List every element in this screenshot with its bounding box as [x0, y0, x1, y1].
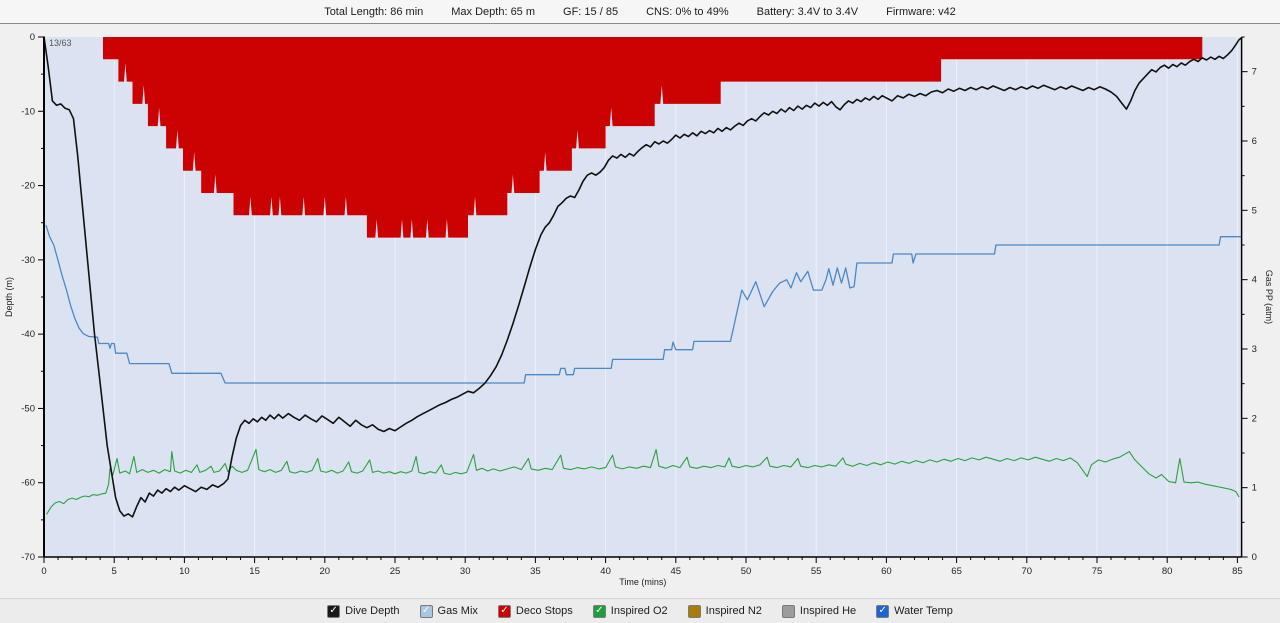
svg-text:15: 15	[249, 566, 260, 577]
svg-text:-40: -40	[21, 329, 35, 340]
svg-text:4: 4	[1252, 275, 1257, 286]
legend-label-deco-stops: Deco Stops	[515, 605, 573, 617]
legend-label-inspired-he: Inspired He	[799, 605, 857, 617]
dive-profile-chart: 13/63 0 -10 -20 -30 -40 -50 -60 -70 0 1 2 3 4 5 6 7 0 5 10 1…	[0, 24, 1280, 598]
svg-text:5: 5	[112, 566, 117, 577]
svg-text:-70: -70	[21, 552, 35, 563]
svg-text:85: 85	[1232, 566, 1243, 577]
y-axis-left-title: Depth (m)	[4, 277, 14, 317]
svg-text:55: 55	[811, 566, 822, 577]
legend-checkbox-gas-mix[interactable]: ✓	[419, 604, 433, 618]
legend-item-inspired-o2[interactable]: ✓ Inspired O2	[592, 604, 668, 618]
svg-text:-60: -60	[21, 478, 35, 489]
svg-text:3: 3	[1252, 344, 1257, 355]
legend-item-inspired-he[interactable]: Inspired He	[781, 604, 857, 618]
legend-item-inspired-n2[interactable]: Inspired N2	[687, 604, 762, 618]
legend-item-water-temp[interactable]: ✓ Water Temp	[876, 604, 953, 618]
plot-annotation: 13/63	[49, 38, 72, 48]
legend-label-water-temp: Water Temp	[894, 605, 953, 617]
svg-text:2: 2	[1252, 413, 1257, 424]
svg-text:60: 60	[881, 566, 892, 577]
legend-item-dive-depth[interactable]: ✓ Dive Depth	[327, 604, 400, 618]
legend-bar: ✓ Dive Depth ✓ Gas Mix ✓ Deco Stops ✓ Inspired …	[0, 598, 1280, 623]
legend-checkbox-deco-stops[interactable]: ✓	[497, 604, 511, 618]
svg-text:70: 70	[1022, 566, 1033, 577]
svg-text:50: 50	[741, 566, 752, 577]
legend-label-inspired-n2: Inspired N2	[705, 605, 762, 617]
stat-battery: Battery: 3.4V to 3.4V	[756, 5, 859, 18]
stat-total-length: Total Length: 86 min	[324, 5, 424, 18]
svg-text:5: 5	[1252, 205, 1257, 216]
legend-item-deco-stops[interactable]: ✓ Deco Stops	[497, 604, 573, 618]
legend-checkbox-inspired-o2[interactable]: ✓	[592, 604, 606, 618]
legend-checkbox-inspired-he[interactable]	[781, 604, 795, 618]
legend-label-dive-depth: Dive Depth	[345, 605, 400, 617]
svg-text:-50: -50	[21, 403, 35, 414]
svg-text:7: 7	[1252, 67, 1257, 78]
deco-stops-area	[102, 37, 1203, 238]
svg-text:30: 30	[460, 566, 471, 577]
svg-text:0: 0	[30, 32, 35, 43]
inspired-o2-line	[46, 448, 1240, 515]
legend-checkbox-water-temp[interactable]: ✓	[876, 604, 890, 618]
ticks	[38, 36, 1248, 563]
x-axis-title: Time (mins)	[619, 577, 666, 587]
summary-bar: Total Length: 86 min Max Depth: 65 m GF:…	[0, 0, 1280, 24]
svg-text:75: 75	[1092, 566, 1103, 577]
legend-label-gas-mix: Gas Mix	[437, 605, 478, 617]
svg-text:45: 45	[671, 566, 682, 577]
svg-text:-20: -20	[21, 181, 35, 192]
y-axis-right-title: Gas PP (atm)	[1264, 270, 1274, 324]
dive-depth-line	[43, 36, 1243, 518]
svg-text:65: 65	[951, 566, 962, 577]
legend-label-inspired-o2: Inspired O2	[610, 605, 668, 617]
stat-cns: CNS: 0% to 49%	[646, 5, 729, 18]
svg-text:0: 0	[41, 566, 46, 577]
svg-text:-10: -10	[21, 106, 35, 117]
svg-text:25: 25	[390, 566, 401, 577]
svg-text:-30: -30	[21, 255, 35, 266]
svg-text:10: 10	[179, 566, 190, 577]
legend-item-gas-mix[interactable]: ✓ Gas Mix	[419, 604, 478, 618]
legend-checkbox-dive-depth[interactable]: ✓	[327, 604, 341, 618]
water-temp-line	[45, 224, 1243, 384]
legend-checkbox-inspired-n2[interactable]	[687, 604, 701, 618]
svg-text:35: 35	[530, 566, 541, 577]
svg-text:6: 6	[1252, 136, 1257, 147]
svg-text:0: 0	[1252, 552, 1257, 563]
stat-firmware: Firmware: v42	[886, 5, 956, 18]
stat-gf: GF: 15 / 85	[563, 5, 619, 18]
svg-text:40: 40	[600, 566, 611, 577]
svg-text:20: 20	[320, 566, 331, 577]
svg-text:80: 80	[1162, 566, 1173, 577]
stat-max-depth: Max Depth: 65 m	[451, 5, 536, 18]
svg-text:1: 1	[1252, 483, 1257, 494]
